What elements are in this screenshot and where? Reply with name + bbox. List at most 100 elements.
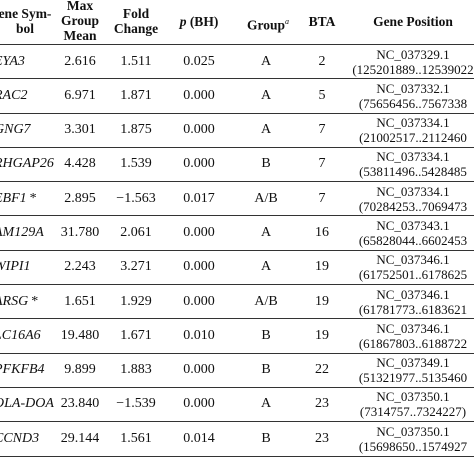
gene-position-range: (15698650..1574927 xyxy=(358,438,468,454)
fold-change-cell: 1.561 xyxy=(120,430,152,446)
group-cell: A xyxy=(260,87,272,103)
p-value-cell: 0.000 xyxy=(183,396,215,412)
gene-position-cell: NC_037343.1 (65828044..6602453 xyxy=(348,216,474,249)
header-group: Groupa xyxy=(238,14,298,33)
fold-change-cell: 1.511 xyxy=(120,53,152,69)
p-value-cell: 0.000 xyxy=(183,293,215,309)
table-body: EYA3 2.616 1.511 0.025 A 2 NC_037329.1(1252018… xyxy=(0,45,474,457)
max-group-mean-cell: 2.616 xyxy=(64,53,96,69)
max-group-mean-cell: 3.301 xyxy=(64,122,96,138)
gene-position-cell: NC_037346.1 (61781773..6183621 xyxy=(348,285,474,318)
gene-position-range: (75656456..7567338 xyxy=(358,95,468,111)
gene-symbol: ARSG xyxy=(0,293,29,309)
bta-cell: 2 xyxy=(318,53,326,69)
fold-change-cell: 1.929 xyxy=(120,293,152,309)
gene-position-range: (65828044..6602453 xyxy=(358,232,468,248)
gene-position-accession: NC_037350.1 xyxy=(376,389,450,405)
bta-cell: 19 xyxy=(315,293,329,309)
gene-position-accession: NC_037346.1 xyxy=(376,252,450,268)
group-cell: B xyxy=(261,430,271,446)
max-group-mean-cell: 29.144 xyxy=(60,430,100,446)
gene-symbol-cell: WIPI1 xyxy=(0,251,74,284)
gene-symbol-cell: LC16A6 xyxy=(0,319,74,352)
group-cell: B xyxy=(261,156,271,172)
gene-asterisk: * xyxy=(31,293,39,309)
table-row: AM129A 31.780 2.061 0.000 A 16 NC_037343.1(658… xyxy=(0,216,474,251)
group-cell: A xyxy=(260,259,272,275)
gene-symbol-cell: ARSG* xyxy=(0,285,74,318)
p-value-cell: 0.000 xyxy=(183,156,215,172)
header-group-sup: a xyxy=(285,17,289,26)
gene-symbol-cell: GNG7 xyxy=(0,114,74,147)
gene-symbol-cell: AM129A xyxy=(0,216,74,249)
gene-position-cell: NC_037350.1 (7314757..7324227) xyxy=(348,388,474,421)
fold-change-cell: 1.539 xyxy=(120,156,152,172)
p-value-cell: 0.000 xyxy=(183,362,215,378)
table-row: OLA-DOA 23.840 −1.539 0.000 A 23 NC_037350.1(7… xyxy=(0,388,474,423)
gene-symbol-cell: CCND3 xyxy=(0,422,74,455)
bta-cell: 7 xyxy=(318,156,326,172)
gene-position-cell: NC_037350.1 (15698650..1574927 xyxy=(348,422,474,455)
gene-position-accession: NC_037329.1 xyxy=(376,46,450,62)
gene-position-range: (70284253..7069473 xyxy=(358,198,468,214)
table-row: CCND3 29.144 1.561 0.014 B 23 NC_037350.1(1569… xyxy=(0,422,474,457)
p-value-cell: 0.010 xyxy=(183,327,215,343)
gene-position-range: (7314757..7324227) xyxy=(359,404,467,420)
table-row: WIPI1 2.243 3.271 0.000 A 19 NC_037346.1(61752… xyxy=(0,251,474,286)
header-group-label: Group xyxy=(246,17,285,33)
gene-position-accession: NC_037346.1 xyxy=(376,320,450,336)
gene-position-range: (61867803..6188722 xyxy=(358,335,468,351)
header-max-group-mean: Max Group Mean xyxy=(60,0,99,43)
max-group-mean-cell: 4.428 xyxy=(64,156,96,172)
group-cell: A/B xyxy=(254,293,278,309)
bta-cell: 19 xyxy=(315,259,329,275)
p-value-cell: 0.017 xyxy=(183,190,215,206)
gene-symbol-cell: EBF1* xyxy=(0,182,74,215)
group-cell: A/B xyxy=(254,190,278,206)
header-fold-change: Fold Change xyxy=(113,6,159,36)
gene-symbol: GNG7 xyxy=(0,122,31,138)
bta-cell: 22 xyxy=(315,362,329,378)
max-group-mean-cell: 9.899 xyxy=(64,362,96,378)
table-row: PFKFB4 9.899 1.883 0.000 B 22 NC_037349.1(5132… xyxy=(0,354,474,388)
gene-position-accession: NC_037349.1 xyxy=(376,355,450,371)
table-row: RAC2 6.971 1.871 0.000 A 5 NC_037332.1(7565645… xyxy=(0,79,474,114)
gene-asterisk: * xyxy=(29,190,37,206)
max-group-mean-cell: 23.840 xyxy=(60,396,100,412)
max-group-mean-cell: 2.243 xyxy=(64,259,96,275)
fold-change-cell: −1.563 xyxy=(116,190,156,206)
group-cell: A xyxy=(260,224,272,240)
p-value-cell: 0.014 xyxy=(183,430,215,446)
bta-cell: 5 xyxy=(318,87,326,103)
bta-cell: 7 xyxy=(318,190,326,206)
fold-change-cell: 1.883 xyxy=(120,362,152,378)
gene-symbol-cell: EYA3 xyxy=(0,45,74,78)
gene-position-accession: NC_037350.1 xyxy=(376,423,450,439)
gene-position-range: (61752501..6178625 xyxy=(358,267,468,283)
group-cell: B xyxy=(261,327,271,343)
max-group-mean-cell: 6.971 xyxy=(64,87,96,103)
gene-position-cell: NC_037334.1 (21002517..2112460 xyxy=(348,114,474,147)
gene-position-accession: NC_037332.1 xyxy=(376,80,450,96)
gene-symbol: RHGAP26 xyxy=(0,156,54,172)
bta-cell: 23 xyxy=(315,396,329,412)
max-group-mean-cell: 2.895 xyxy=(64,190,96,206)
gene-position-cell: NC_037334.1 (70284253..7069473 xyxy=(348,182,474,215)
gene-symbol: EYA3 xyxy=(0,53,25,69)
fold-change-cell: 2.061 xyxy=(120,224,152,240)
table-row: EYA3 2.616 1.511 0.025 A 2 NC_037329.1(1252018… xyxy=(0,45,474,80)
gene-position-cell: NC_037334.1 (53811496..5428485 xyxy=(348,148,474,181)
gene-position-accession: NC_037334.1 xyxy=(376,115,450,131)
gene-symbol: RAC2 xyxy=(0,87,28,103)
fold-change-cell: 1.875 xyxy=(120,122,152,138)
header-p-rest: (BH) xyxy=(186,14,219,29)
gene-symbol-cell: RHGAP26 xyxy=(0,148,74,181)
gene-position-range: (125201889..12539022 xyxy=(352,61,474,77)
fold-change-cell: 3.271 xyxy=(120,259,152,275)
table-row: GNG7 3.301 1.875 0.000 A 7 NC_037334.1(2100251… xyxy=(0,114,474,148)
header-p-bh: p (BH) xyxy=(168,14,230,29)
header-gene-symbol: ene Sym- bol xyxy=(0,6,52,36)
gene-position-accession: NC_037346.1 xyxy=(376,286,450,302)
gene-position-cell: NC_037332.1 (75656456..7567338 xyxy=(348,79,474,112)
bta-cell: 23 xyxy=(315,430,329,446)
